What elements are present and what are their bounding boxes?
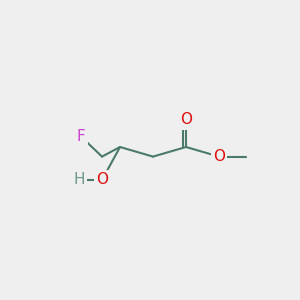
Text: O: O bbox=[213, 149, 225, 164]
Text: F: F bbox=[76, 129, 85, 144]
Text: O: O bbox=[96, 172, 108, 188]
Text: O: O bbox=[180, 112, 192, 128]
Text: H: H bbox=[74, 172, 85, 188]
